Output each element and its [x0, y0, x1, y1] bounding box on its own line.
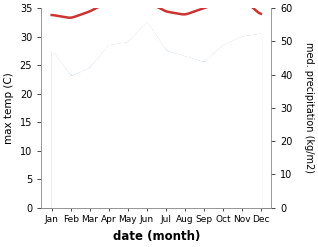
X-axis label: date (month): date (month): [113, 230, 200, 243]
Y-axis label: max temp (C): max temp (C): [4, 72, 14, 144]
Y-axis label: med. precipitation (kg/m2): med. precipitation (kg/m2): [304, 42, 314, 173]
